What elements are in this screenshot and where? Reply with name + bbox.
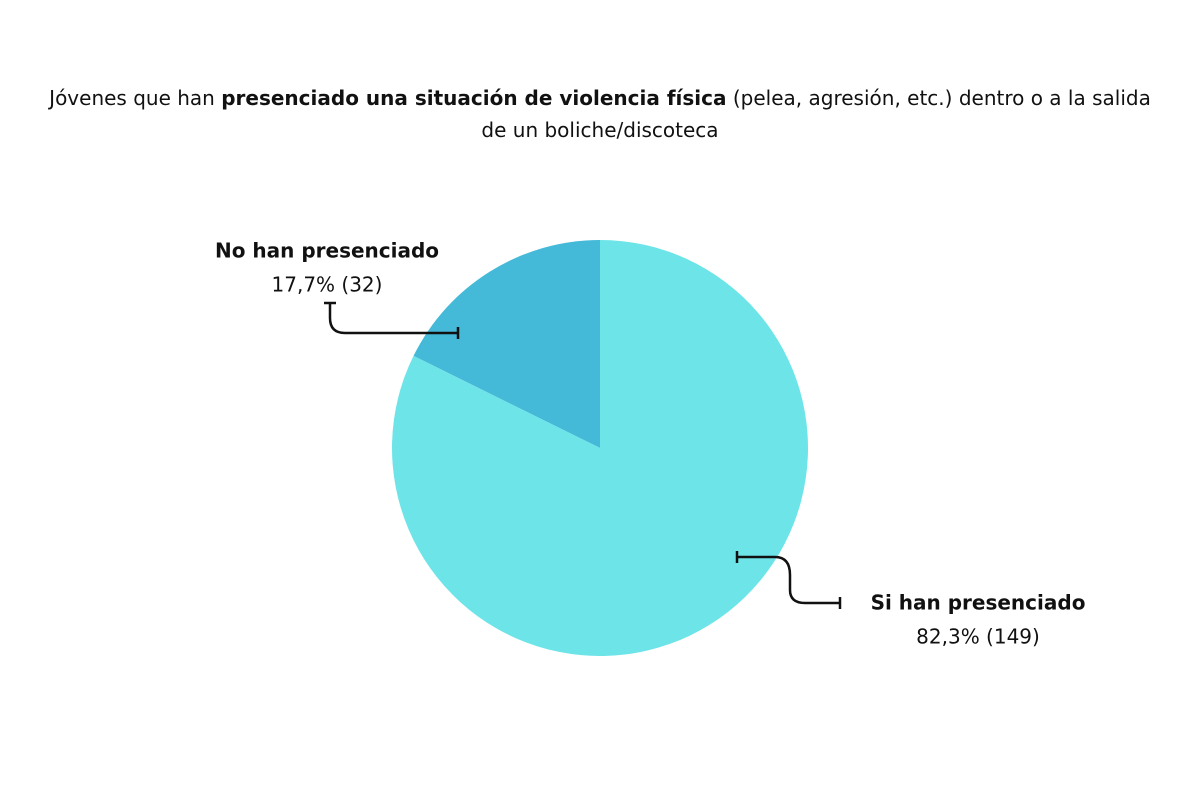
title-bold: presenciado una situación de violencia f… <box>221 86 727 110</box>
leader-line <box>735 551 842 609</box>
title-part: Jóvenes que han <box>49 86 215 110</box>
slice-label: Si han presenciado <box>871 591 1086 615</box>
title-part: (pelea, agresión, etc.) dentro o a la sa… <box>481 86 1151 142</box>
value-label: 17,7% (32) <box>272 273 383 297</box>
pie-slice <box>392 240 808 657</box>
chart-title: Jóvenes que han presenciado una situació… <box>40 82 1160 146</box>
leader-line <box>324 301 460 339</box>
value-label: 82,3% (149) <box>916 625 1040 649</box>
slice-label: No han presenciado <box>215 239 439 263</box>
pie-slice <box>413 240 600 448</box>
